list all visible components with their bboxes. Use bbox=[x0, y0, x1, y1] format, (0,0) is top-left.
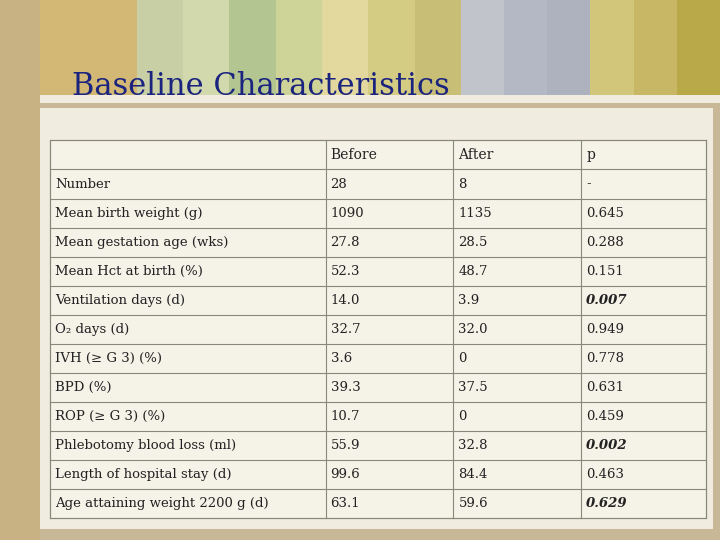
Text: 3.9: 3.9 bbox=[459, 294, 480, 307]
Text: Baseline Characteristics: Baseline Characteristics bbox=[72, 71, 450, 102]
Text: Mean Hct at birth (%): Mean Hct at birth (%) bbox=[55, 265, 203, 278]
Text: 32.0: 32.0 bbox=[459, 323, 488, 336]
Text: 28.5: 28.5 bbox=[459, 235, 487, 248]
Bar bbox=[461, 0, 504, 94]
Text: Ventilation days (d): Ventilation days (d) bbox=[55, 294, 186, 307]
Text: 0.949: 0.949 bbox=[586, 323, 624, 336]
Text: 63.1: 63.1 bbox=[330, 497, 360, 510]
Text: 0.778: 0.778 bbox=[586, 352, 624, 365]
Text: 28: 28 bbox=[330, 178, 347, 191]
Text: 0.629: 0.629 bbox=[586, 497, 628, 510]
Text: 0.007: 0.007 bbox=[586, 294, 628, 307]
Text: 0.463: 0.463 bbox=[586, 468, 624, 481]
Bar bbox=[40, 108, 713, 529]
Bar bbox=[590, 0, 634, 94]
Text: 52.3: 52.3 bbox=[330, 265, 360, 278]
Bar bbox=[0, 0, 40, 540]
Text: Before: Before bbox=[330, 148, 377, 162]
Text: 10.7: 10.7 bbox=[330, 410, 360, 423]
Text: BPD (%): BPD (%) bbox=[55, 381, 112, 394]
Text: Number: Number bbox=[55, 178, 111, 191]
Text: 32.7: 32.7 bbox=[330, 323, 360, 336]
Text: 0.631: 0.631 bbox=[586, 381, 624, 394]
Text: 39.3: 39.3 bbox=[330, 381, 361, 394]
Text: 14.0: 14.0 bbox=[330, 294, 360, 307]
Text: Length of hospital stay (d): Length of hospital stay (d) bbox=[55, 468, 232, 481]
Text: 55.9: 55.9 bbox=[330, 439, 360, 452]
Bar bbox=[230, 0, 276, 94]
Text: 32.8: 32.8 bbox=[459, 439, 488, 452]
Bar bbox=[183, 0, 230, 94]
Text: ROP (≥ G 3) (%): ROP (≥ G 3) (%) bbox=[55, 410, 166, 423]
Text: After: After bbox=[459, 148, 494, 162]
Bar bbox=[634, 0, 677, 94]
Bar bbox=[40, 94, 720, 103]
Text: Phlebotomy blood loss (ml): Phlebotomy blood loss (ml) bbox=[55, 439, 237, 452]
Text: 27.8: 27.8 bbox=[330, 235, 360, 248]
Text: 8: 8 bbox=[459, 178, 467, 191]
Text: 0: 0 bbox=[459, 410, 467, 423]
Bar bbox=[40, 0, 137, 94]
Text: 59.6: 59.6 bbox=[459, 497, 488, 510]
Bar bbox=[276, 0, 322, 94]
Text: IVH (≥ G 3) (%): IVH (≥ G 3) (%) bbox=[55, 352, 163, 365]
Bar bbox=[368, 0, 415, 94]
Bar bbox=[415, 0, 461, 94]
Text: 99.6: 99.6 bbox=[330, 468, 361, 481]
Text: 0.288: 0.288 bbox=[586, 235, 624, 248]
Bar bbox=[504, 0, 547, 94]
Text: O₂ days (d): O₂ days (d) bbox=[55, 323, 130, 336]
Text: 0: 0 bbox=[459, 352, 467, 365]
Bar bbox=[677, 0, 720, 94]
Text: p: p bbox=[586, 148, 595, 162]
Text: Mean gestation age (wks): Mean gestation age (wks) bbox=[55, 235, 229, 248]
Text: 1135: 1135 bbox=[459, 207, 492, 220]
Text: 0.002: 0.002 bbox=[586, 439, 628, 452]
Text: 0.645: 0.645 bbox=[586, 207, 624, 220]
Bar bbox=[137, 0, 183, 94]
Text: Age attaining weight 2200 g (d): Age attaining weight 2200 g (d) bbox=[55, 497, 269, 510]
Text: Mean birth weight (g): Mean birth weight (g) bbox=[55, 207, 203, 220]
Text: 1090: 1090 bbox=[330, 207, 364, 220]
Text: 0.459: 0.459 bbox=[586, 410, 624, 423]
Text: 48.7: 48.7 bbox=[459, 265, 488, 278]
Bar bbox=[50, 140, 706, 518]
Bar bbox=[322, 0, 368, 94]
Text: 84.4: 84.4 bbox=[459, 468, 487, 481]
Text: -: - bbox=[586, 178, 591, 191]
Text: 3.6: 3.6 bbox=[330, 352, 352, 365]
Bar bbox=[547, 0, 590, 94]
Text: 0.151: 0.151 bbox=[586, 265, 624, 278]
Text: 37.5: 37.5 bbox=[459, 381, 488, 394]
